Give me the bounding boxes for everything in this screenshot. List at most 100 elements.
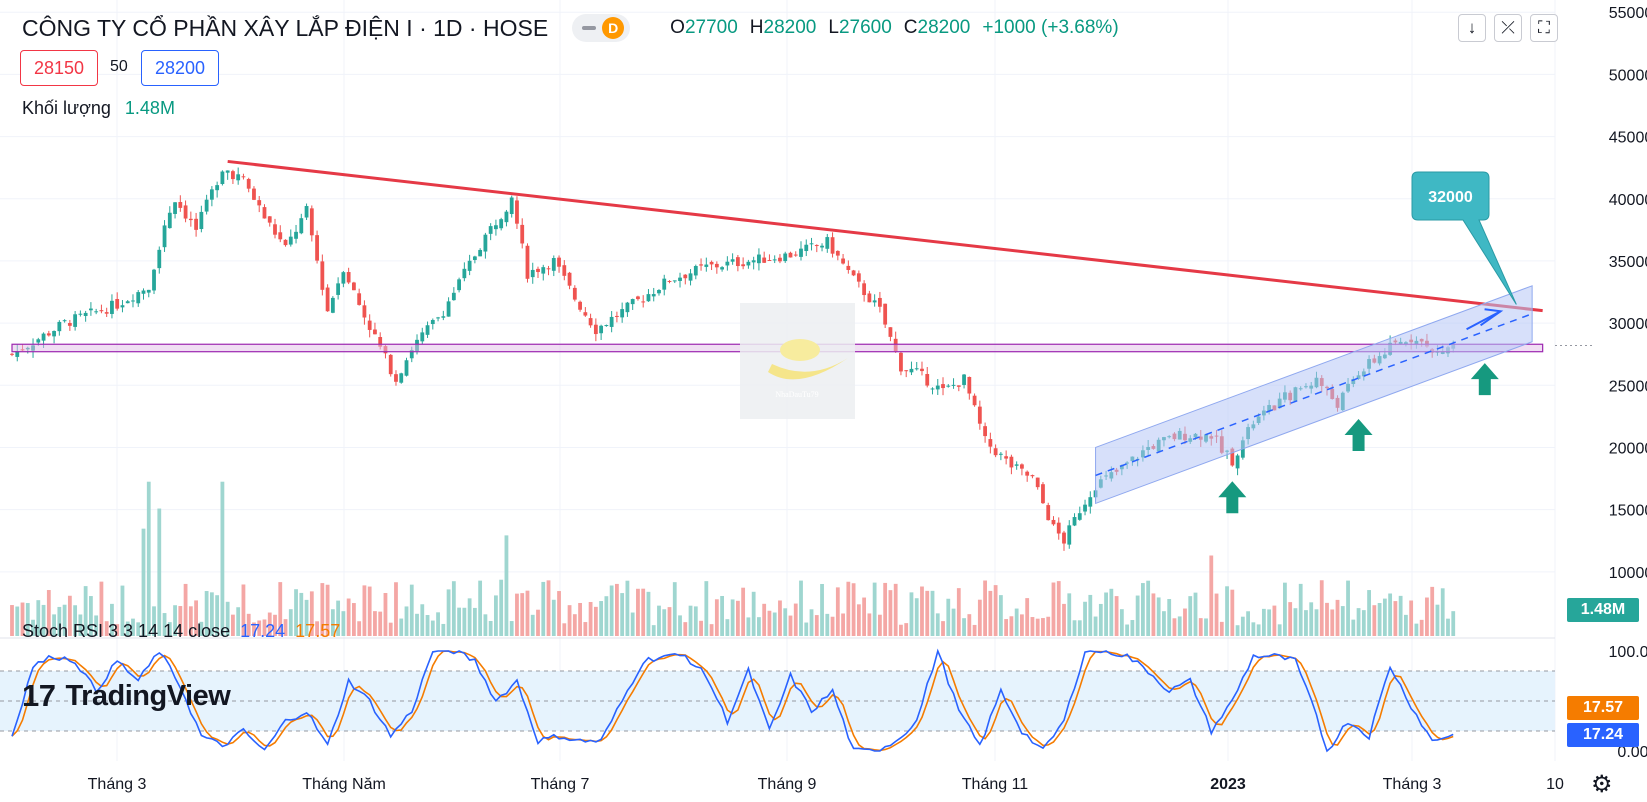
candle-body — [1072, 517, 1077, 526]
candle-body — [320, 261, 325, 290]
volume-bar — [1072, 620, 1077, 636]
interval-badge[interactable]: D — [572, 14, 631, 42]
volume-bar — [704, 581, 709, 636]
candle-body — [225, 170, 230, 173]
volume-bar — [588, 601, 593, 636]
candle-body — [530, 269, 535, 278]
candle-body — [378, 337, 383, 347]
volume-bar — [499, 579, 504, 636]
volume-bar — [630, 612, 635, 636]
volume-bar — [31, 619, 35, 636]
volume-bar — [830, 616, 835, 636]
sell-price-button[interactable]: 28150 — [20, 50, 98, 86]
time-axis-label: Tháng 11 — [962, 776, 1029, 793]
candle-body — [183, 205, 188, 219]
delay-badge: D — [602, 17, 625, 39]
volume-bar — [462, 607, 467, 636]
candle-body — [399, 373, 404, 383]
candle-body — [878, 297, 882, 307]
volume-bar — [1277, 624, 1282, 636]
candle-body — [309, 208, 314, 236]
target-arrow — [1466, 310, 1502, 331]
candle-body — [883, 303, 888, 325]
volume-bar — [572, 614, 577, 636]
volume-bar — [1330, 609, 1335, 636]
candle-body — [525, 245, 530, 279]
volume-bar — [1351, 619, 1356, 636]
buy-price-button[interactable]: 28200 — [141, 50, 219, 86]
volume-bar — [178, 606, 183, 636]
volume-bar — [1098, 603, 1103, 636]
volume-bar — [956, 588, 961, 636]
tradingview-logo[interactable]: 17 TradingView — [22, 678, 231, 714]
candle-body — [693, 265, 698, 276]
candle-body — [657, 290, 661, 294]
settings-gear-icon[interactable]: ⚙ — [1591, 771, 1613, 798]
volume-bar — [309, 591, 314, 636]
candle-body — [520, 224, 525, 244]
volume-bar — [657, 605, 661, 636]
volume-bar — [793, 603, 798, 636]
candle-body — [162, 225, 167, 248]
volume-bar — [294, 589, 298, 636]
candle-body — [446, 301, 451, 317]
candle-body — [1014, 464, 1019, 466]
candle-body — [478, 249, 483, 257]
volume-bar — [1009, 616, 1014, 636]
stoch-d-axis-tag: 17.57 — [1567, 696, 1639, 720]
volume-bar — [1230, 589, 1235, 636]
tradingview-icon: 17 — [22, 678, 56, 713]
volume-bar — [1425, 597, 1429, 636]
candle-body — [1004, 456, 1009, 459]
candle-body — [662, 278, 667, 290]
volume-bar — [399, 618, 404, 636]
volume-bar — [930, 590, 935, 636]
volume-bar — [920, 586, 924, 636]
volume-bar — [1104, 592, 1108, 636]
volume-bar — [1214, 593, 1219, 636]
stoch-rsi-axis-label: 0.00 — [1617, 744, 1647, 761]
volume-bar — [383, 593, 388, 636]
volume-bar — [1393, 601, 1398, 636]
volume-bar — [1204, 618, 1208, 636]
candle-body — [678, 277, 682, 281]
volume-bar — [914, 598, 919, 636]
candle-body — [120, 305, 125, 308]
candle-body — [699, 264, 703, 266]
volume-bar — [1125, 624, 1130, 636]
symbol-title[interactable]: CÔNG TY CỔ PHẦN XÂY LẮP ĐIỆN I · 1D · HO… — [22, 14, 549, 41]
volume-bar — [799, 580, 803, 636]
spread-value: 50 — [110, 58, 128, 75]
collapse-button[interactable]: ⤫ — [1494, 14, 1522, 42]
volume-bar — [1430, 586, 1435, 636]
volume-bar — [188, 606, 193, 636]
candle-body — [1088, 497, 1093, 507]
candle-body — [1062, 532, 1066, 544]
volume-bar — [651, 625, 656, 636]
volume-bar — [420, 604, 425, 636]
volume-bar — [1177, 616, 1182, 636]
candle-body — [299, 218, 304, 234]
volume-bar — [131, 618, 135, 636]
volume-bar — [609, 585, 614, 636]
candle-body — [557, 257, 561, 267]
volume-bar — [672, 582, 677, 636]
volume-bar — [1325, 602, 1329, 636]
download-button[interactable]: ↓ — [1458, 14, 1486, 42]
open-label: O — [670, 17, 685, 38]
volume-bar — [578, 602, 582, 636]
volume-bar — [783, 608, 788, 636]
volume-bar — [888, 590, 893, 636]
time-axis-label: Tháng 9 — [758, 776, 817, 793]
candle-body — [367, 320, 372, 330]
fullscreen-button[interactable]: ⛶ — [1530, 14, 1558, 42]
candle-body — [494, 225, 498, 230]
volume-bar — [225, 601, 230, 636]
stoch-k-line — [11, 648, 1454, 753]
volume-bar — [373, 611, 377, 636]
volume-bar — [515, 593, 519, 636]
volume-bar — [1377, 603, 1382, 636]
candle-body — [572, 287, 577, 300]
candle-body — [983, 426, 987, 437]
candle-body — [1230, 448, 1235, 466]
